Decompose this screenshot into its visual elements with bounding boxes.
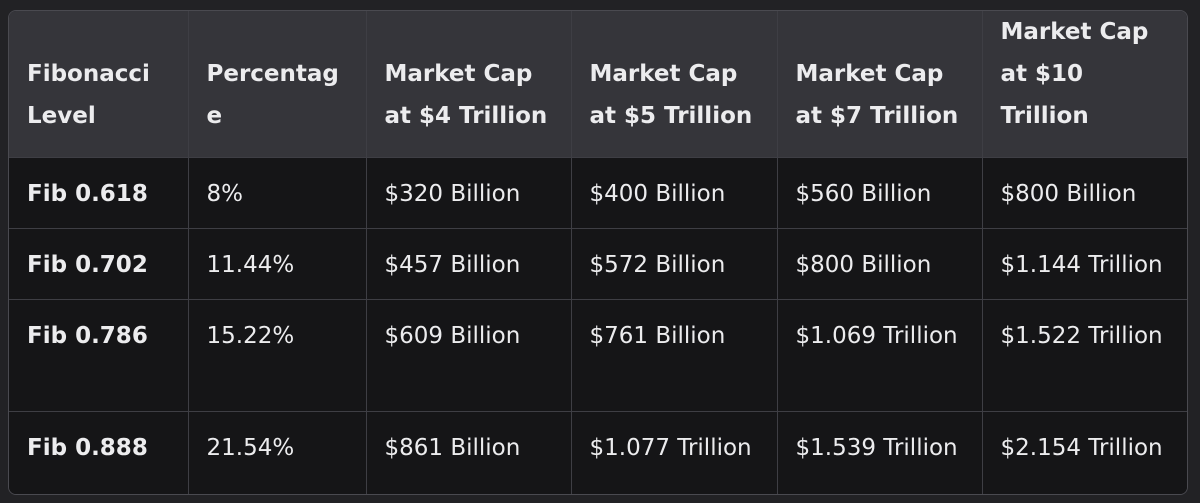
- header-market-cap-5t: Market Cap at $5 Trillion: [571, 11, 778, 158]
- cell-percentage: 21.54%: [188, 411, 367, 494]
- cell-market-cap-4t: $861 Billion: [366, 411, 572, 494]
- fibonacci-market-cap-table: Fibonacci Level Percentage Market Cap at…: [9, 11, 1187, 494]
- cell-percentage: 11.44%: [188, 228, 367, 300]
- cell-fib-level: Fib 0.786: [9, 299, 189, 412]
- cell-market-cap-5t: $400 Billion: [571, 157, 778, 229]
- cell-market-cap-5t: $572 Billion: [571, 228, 778, 300]
- cell-market-cap-10t: $1.144 Trillion: [982, 228, 1187, 300]
- table-row: Fib 0.702 11.44% $457 Billion $572 Billi…: [9, 228, 1187, 300]
- header-row: Fibonacci Level Percentage Market Cap at…: [9, 11, 1187, 158]
- cell-market-cap-7t: $560 Billion: [777, 157, 983, 229]
- table-row: Fib 0.786 15.22% $609 Billion $761 Billi…: [9, 299, 1187, 412]
- cell-fib-level: Fib 0.618: [9, 157, 189, 229]
- header-market-cap-10t: Market Cap at $10 Trillion: [982, 11, 1187, 158]
- header-percentage: Percentage: [188, 11, 367, 158]
- header-market-cap-4t: Market Cap at $4 Trillion: [366, 11, 572, 158]
- cell-fib-level: Fib 0.702: [9, 228, 189, 300]
- cell-percentage: 8%: [188, 157, 367, 229]
- table-row: Fib 0.888 21.54% $861 Billion $1.077 Tri…: [9, 411, 1187, 494]
- cell-market-cap-7t: $1.539 Trillion: [777, 411, 983, 494]
- cell-fib-level: Fib 0.888: [9, 411, 189, 494]
- cell-market-cap-10t: $1.522 Trillion: [982, 299, 1187, 412]
- fibonacci-table-container: Fibonacci Level Percentage Market Cap at…: [8, 10, 1188, 495]
- cell-market-cap-7t: $1.069 Trillion: [777, 299, 983, 412]
- cell-market-cap-5t: $1.077 Trillion: [571, 411, 778, 494]
- table-body: Fib 0.618 8% $320 Billion $400 Billion $…: [9, 157, 1187, 494]
- cell-percentage: 15.22%: [188, 299, 367, 412]
- cell-market-cap-4t: $457 Billion: [366, 228, 572, 300]
- header-fibonacci-level: Fibonacci Level: [9, 11, 189, 158]
- table-row: Fib 0.618 8% $320 Billion $400 Billion $…: [9, 157, 1187, 229]
- table-header: Fibonacci Level Percentage Market Cap at…: [9, 11, 1187, 158]
- cell-market-cap-10t: $2.154 Trillion: [982, 411, 1187, 494]
- cell-market-cap-10t: $800 Billion: [982, 157, 1187, 229]
- cell-market-cap-4t: $320 Billion: [366, 157, 572, 229]
- header-market-cap-7t: Market Cap at $7 Trillion: [777, 11, 983, 158]
- cell-market-cap-4t: $609 Billion: [366, 299, 572, 412]
- cell-market-cap-7t: $800 Billion: [777, 228, 983, 300]
- cell-market-cap-5t: $761 Billion: [571, 299, 778, 412]
